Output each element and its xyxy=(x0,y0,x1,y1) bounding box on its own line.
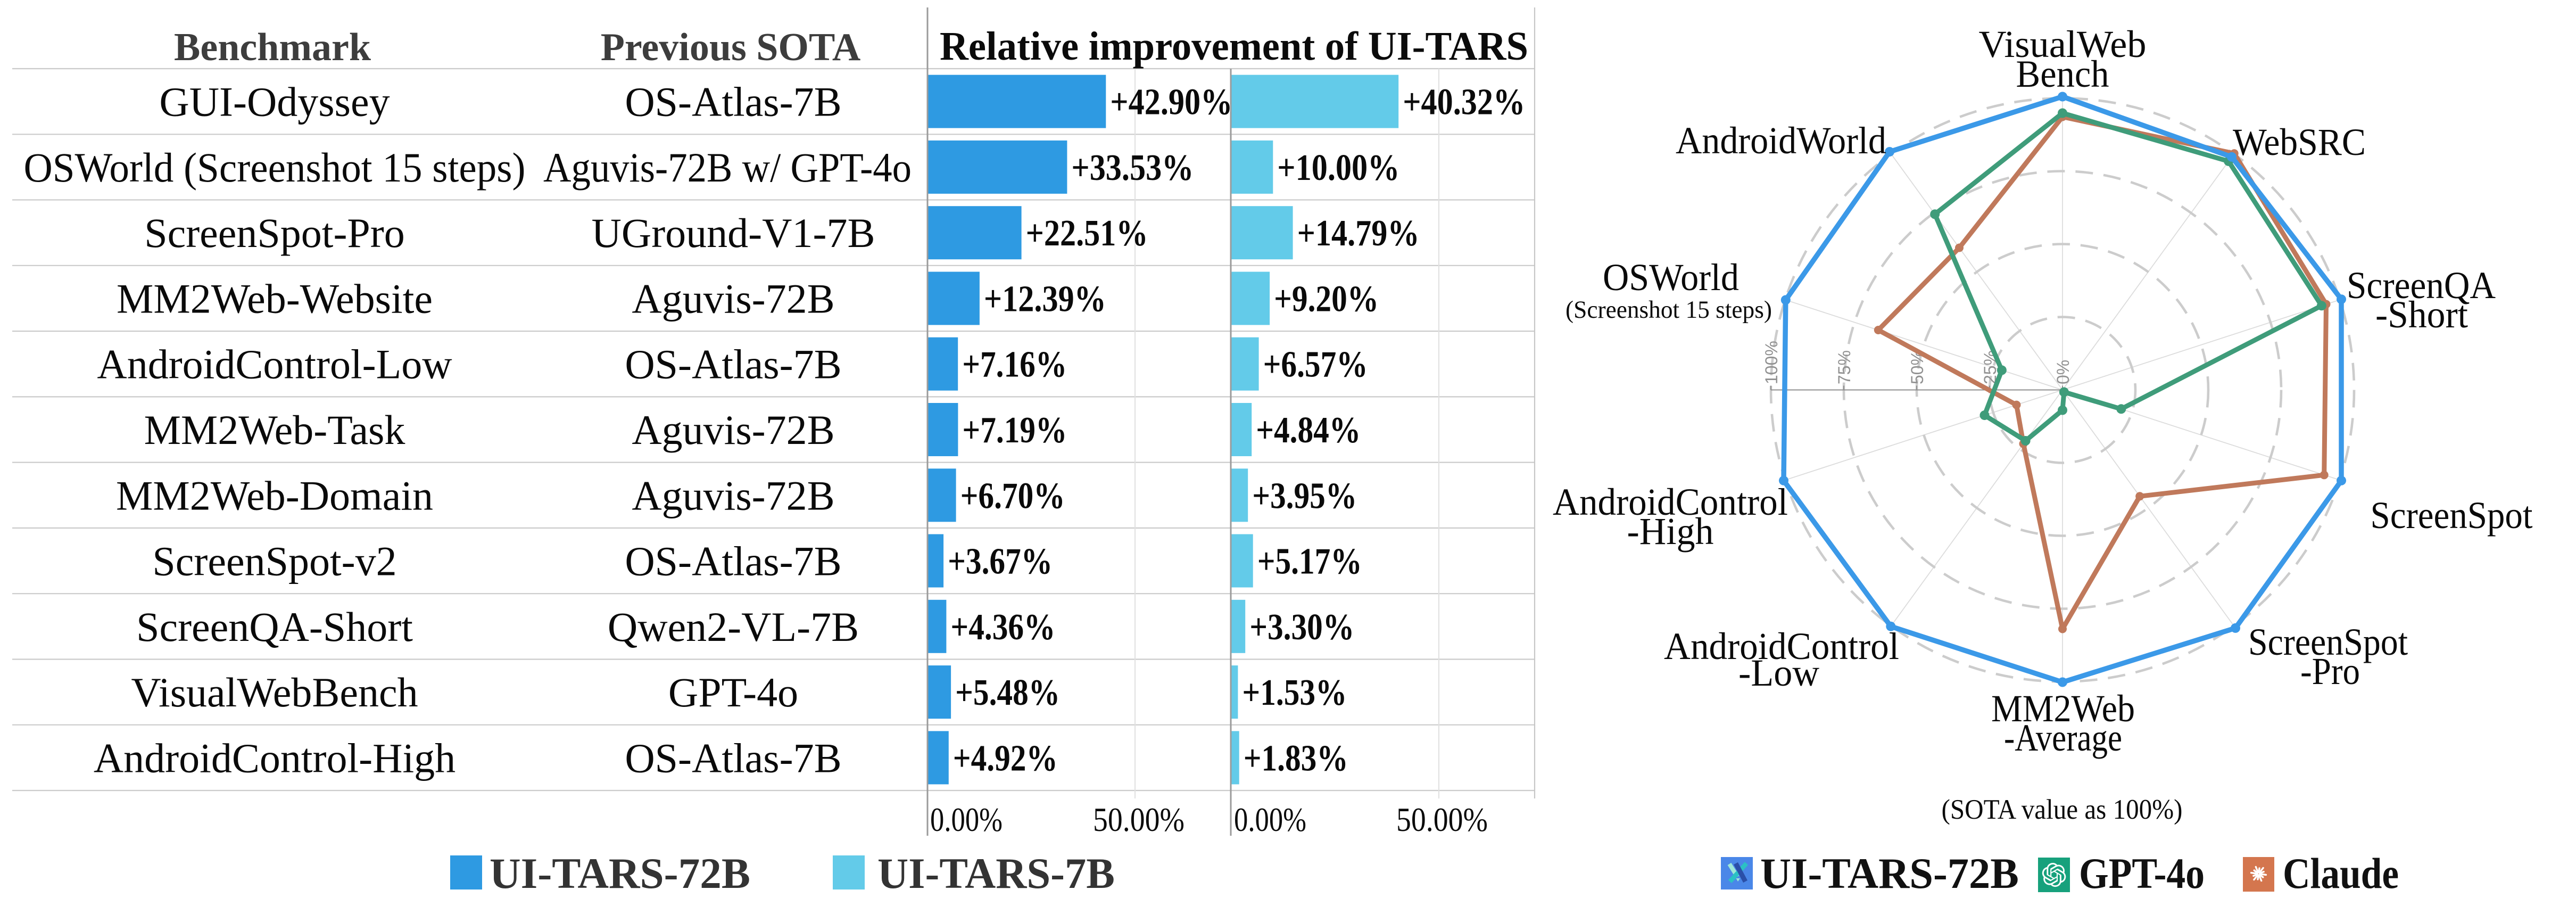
svg-text:Aguvis-72B: Aguvis-72B xyxy=(632,407,834,453)
svg-text:(Screenshot 15 steps): (Screenshot 15 steps) xyxy=(1566,296,1772,324)
svg-text:OS-Atlas-7B: OS-Atlas-7B xyxy=(625,341,841,388)
svg-text:+6.57%: +6.57% xyxy=(1263,344,1368,385)
svg-text:MM2Web-Task: MM2Web-Task xyxy=(144,407,405,453)
svg-text:+5.17%: +5.17% xyxy=(1257,541,1362,582)
svg-text:+10.00%: +10.00% xyxy=(1277,147,1399,188)
svg-text:MM2Web: MM2Web xyxy=(1991,687,2135,730)
svg-text:+3.95%: +3.95% xyxy=(1252,475,1357,516)
svg-text:UI-TARS-72B: UI-TARS-72B xyxy=(1760,849,2019,897)
svg-text:Relative improvement of UI-TAR: Relative improvement of UI-TARS xyxy=(940,24,1528,69)
svg-text:+33.53%: +33.53% xyxy=(1071,147,1194,188)
svg-text:Aguvis-72B: Aguvis-72B xyxy=(632,472,834,518)
svg-text:Aguvis-72B: Aguvis-72B xyxy=(632,276,834,322)
svg-text:-Average: -Average xyxy=(2004,716,2122,759)
svg-text:OSWorld (Screenshot 15 steps): OSWorld (Screenshot 15 steps) xyxy=(24,144,526,191)
svg-text:Previous SOTA: Previous SOTA xyxy=(601,26,861,69)
svg-text:VisualWebBench: VisualWebBench xyxy=(131,669,418,715)
svg-text:Bench: Bench xyxy=(2016,53,2109,95)
svg-text:-Short: -Short xyxy=(2375,293,2468,336)
svg-text:50.00%: 50.00% xyxy=(1396,801,1488,838)
svg-text:+4.36%: +4.36% xyxy=(950,607,1055,648)
svg-text:OS-Atlas-7B: OS-Atlas-7B xyxy=(625,79,841,125)
svg-text:MM2Web-Website: MM2Web-Website xyxy=(117,276,433,322)
svg-text:+3.30%: +3.30% xyxy=(1249,607,1354,648)
svg-text:AndroidWorld: AndroidWorld xyxy=(1676,119,1886,162)
svg-text:+5.48%: +5.48% xyxy=(955,672,1060,713)
svg-text:GUI-Odyssey: GUI-Odyssey xyxy=(159,79,390,125)
svg-text:AndroidControl: AndroidControl xyxy=(1553,481,1788,523)
svg-text:ScreenQA-Short: ScreenQA-Short xyxy=(136,604,413,650)
svg-text:UGround-V1-7B: UGround-V1-7B xyxy=(592,210,875,256)
svg-text:50.00%: 50.00% xyxy=(1093,801,1185,838)
svg-text:Claude: Claude xyxy=(2283,849,2399,897)
svg-text:UI-TARS-72B: UI-TARS-72B xyxy=(490,849,750,897)
svg-text:0%: 0% xyxy=(2053,360,2073,384)
svg-text:OS-Atlas-7B: OS-Atlas-7B xyxy=(625,735,841,781)
svg-text:(SOTA value as 100%): (SOTA value as 100%) xyxy=(1942,794,2183,825)
svg-text:VisualWeb: VisualWeb xyxy=(1979,23,2147,65)
svg-text:AndroidControl: AndroidControl xyxy=(1664,625,1899,668)
svg-text:-Low: -Low xyxy=(1738,652,1819,694)
svg-text:+1.53%: +1.53% xyxy=(1242,672,1347,713)
svg-text:GPT-4o: GPT-4o xyxy=(668,669,798,715)
svg-text:+22.51%: +22.51% xyxy=(1026,213,1148,254)
svg-text:0.00%: 0.00% xyxy=(1234,801,1306,838)
svg-text:75%: 75% xyxy=(1835,350,1854,384)
svg-text:ScreenSpot: ScreenSpot xyxy=(2248,621,2408,663)
svg-text:+12.39%: +12.39% xyxy=(984,279,1106,320)
svg-text:OSWorld: OSWorld xyxy=(1603,256,1739,299)
svg-text:Qwen2-VL-7B: Qwen2-VL-7B xyxy=(608,604,859,650)
svg-text:AndroidControl-Low: AndroidControl-Low xyxy=(97,341,452,388)
svg-text:+14.79%: +14.79% xyxy=(1297,213,1420,254)
svg-text:OS-Atlas-7B: OS-Atlas-7B xyxy=(625,538,841,584)
svg-text:ScreenQA: ScreenQA xyxy=(2347,264,2496,307)
svg-text:+4.92%: +4.92% xyxy=(953,738,1058,779)
svg-text:Aguvis-72B w/ GPT-4o: Aguvis-72B w/ GPT-4o xyxy=(543,144,912,191)
svg-text:+7.16%: +7.16% xyxy=(962,344,1067,385)
svg-text:ScreenSpot-Pro: ScreenSpot-Pro xyxy=(144,210,405,256)
svg-text:MM2Web-Domain: MM2Web-Domain xyxy=(116,472,433,518)
svg-text:0.00%: 0.00% xyxy=(930,801,1003,838)
svg-text:100%: 100% xyxy=(1762,341,1781,384)
svg-text:AndroidControl-High: AndroidControl-High xyxy=(94,735,455,781)
svg-text:GPT-4o: GPT-4o xyxy=(2079,849,2205,897)
svg-text:+7.19%: +7.19% xyxy=(962,410,1067,451)
svg-text:+1.83%: +1.83% xyxy=(1244,738,1348,779)
svg-text:-Pro: -Pro xyxy=(2300,650,2360,693)
svg-text:+9.20%: +9.20% xyxy=(1274,279,1379,320)
svg-text:Benchmark: Benchmark xyxy=(174,26,371,69)
svg-text:-High: -High xyxy=(1627,510,1714,553)
svg-text:+40.32%: +40.32% xyxy=(1403,82,1525,123)
svg-text:WebSRC: WebSRC xyxy=(2233,121,2366,163)
svg-text:UI-TARS-7B: UI-TARS-7B xyxy=(877,849,1115,897)
svg-text:ScreenSpot: ScreenSpot xyxy=(2371,494,2533,537)
svg-text:+6.70%: +6.70% xyxy=(960,475,1065,516)
svg-text:+3.67%: +3.67% xyxy=(948,541,1053,582)
svg-text:+4.84%: +4.84% xyxy=(1256,410,1361,451)
svg-text:+42.90%: +42.90% xyxy=(1110,82,1232,123)
svg-text:ScreenSpot-v2: ScreenSpot-v2 xyxy=(152,538,396,584)
